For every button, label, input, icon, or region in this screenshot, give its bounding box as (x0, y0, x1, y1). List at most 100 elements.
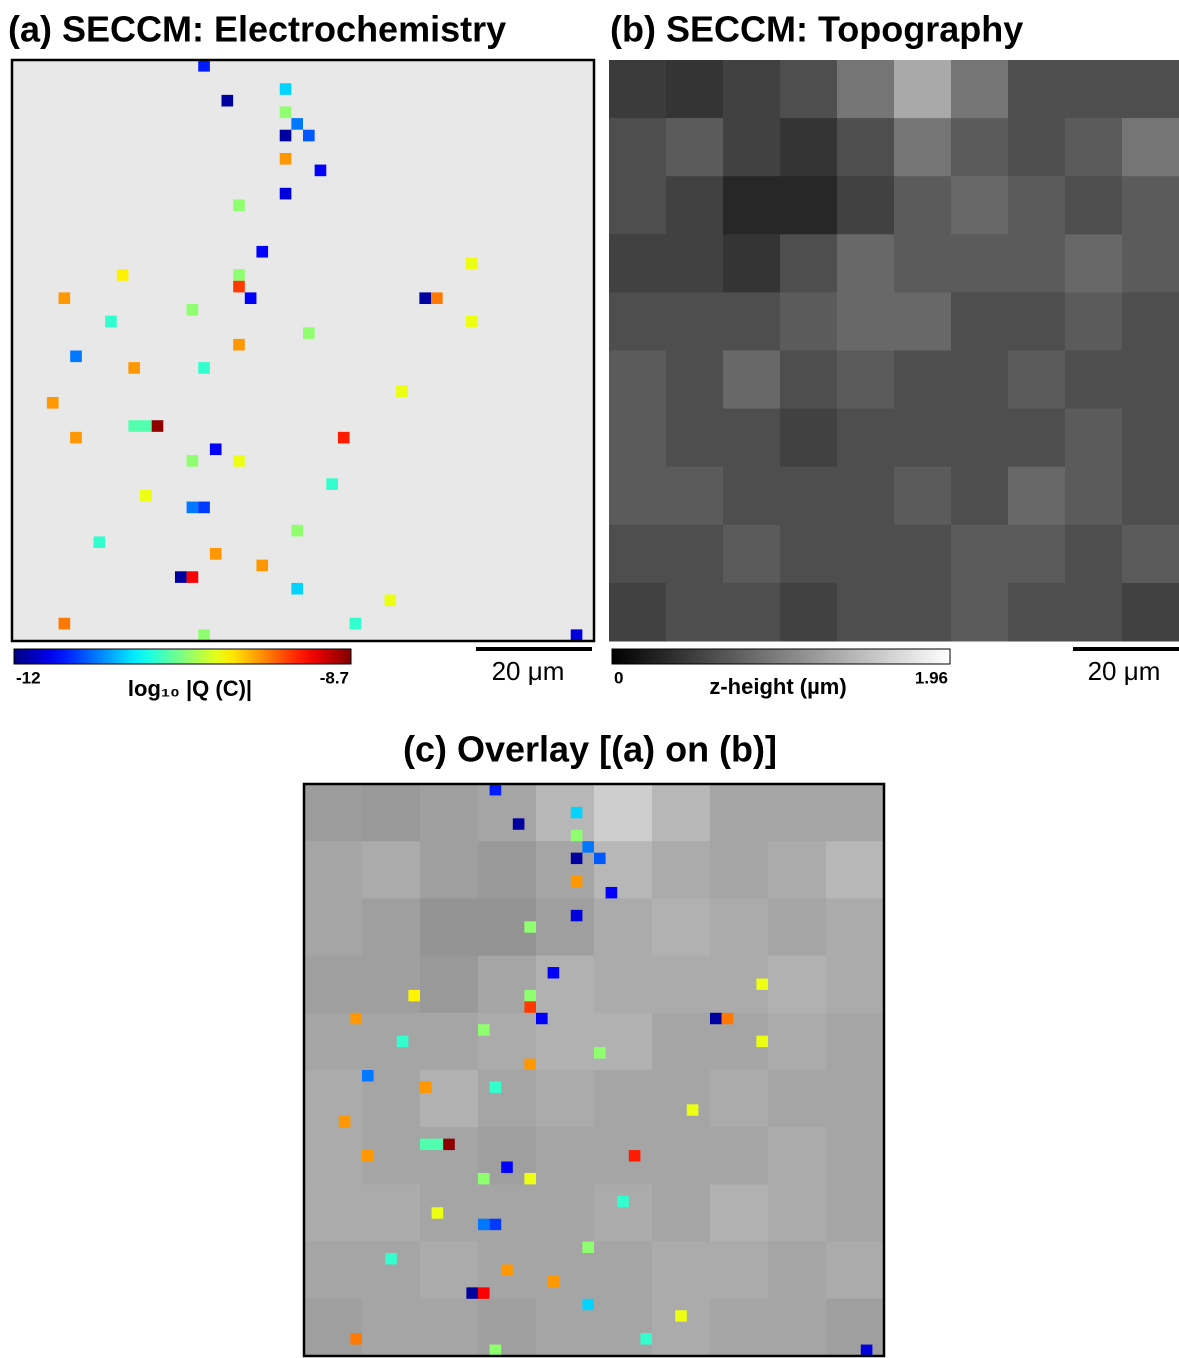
height-cell (1008, 525, 1066, 584)
height-cell (780, 118, 838, 177)
height-cell (304, 1070, 363, 1128)
height-cell (536, 1127, 595, 1185)
height-cell (826, 1127, 885, 1185)
charge-pixel (524, 921, 536, 932)
height-cell (536, 1184, 595, 1242)
charge-pixel (582, 841, 594, 852)
height-cell (304, 898, 363, 956)
colorbar-tick-label: -8.7 (320, 668, 349, 687)
height-cell (609, 234, 667, 293)
height-cell (894, 118, 952, 177)
charge-pixel (105, 316, 117, 328)
charge-pixel (198, 629, 210, 641)
height-cell (768, 841, 827, 899)
height-cell (837, 525, 895, 584)
charge-pixel (548, 1276, 560, 1287)
charge-pixel (350, 618, 362, 630)
height-cell (420, 956, 479, 1014)
height-cell (768, 784, 827, 842)
height-cell (478, 1184, 537, 1242)
height-cell (723, 409, 781, 468)
height-cell (826, 956, 885, 1014)
height-cell (780, 176, 838, 235)
height-cell (609, 467, 667, 526)
height-cell (1065, 467, 1123, 526)
height-cell (768, 1299, 827, 1357)
charge-pixel (256, 560, 268, 572)
height-cell (1008, 467, 1066, 526)
height-cell (609, 583, 667, 642)
charge-pixel (490, 1345, 502, 1356)
charge-pixel (582, 1242, 594, 1253)
height-cell (710, 1299, 769, 1357)
charge-pixel (315, 165, 327, 177)
charge-pixel (571, 876, 583, 887)
height-cell (723, 60, 781, 119)
charge-pixel (280, 130, 292, 142)
height-cell (304, 956, 363, 1014)
height-cell (1122, 176, 1179, 235)
height-cell (1008, 292, 1066, 351)
height-cell (894, 583, 952, 642)
height-cell (951, 118, 1009, 177)
height-cell (478, 1070, 537, 1128)
height-cell (609, 292, 667, 351)
height-cell (1122, 60, 1179, 119)
height-cell (894, 292, 952, 351)
height-cell (768, 898, 827, 956)
height-cell (894, 234, 952, 293)
height-cell (594, 1070, 653, 1128)
height-cell (780, 583, 838, 642)
charge-pixel (187, 455, 199, 467)
charge-pixel (187, 304, 199, 316)
height-cell (837, 351, 895, 410)
charge-pixel (420, 1081, 432, 1092)
height-cell (1065, 409, 1123, 468)
charge-pixel (420, 1139, 432, 1150)
charge-pixel (722, 1013, 734, 1024)
charge-pixel (362, 1150, 374, 1161)
height-cell (826, 841, 885, 899)
charge-pixel (443, 1139, 455, 1150)
height-cell (1122, 118, 1179, 177)
height-cell (304, 784, 363, 842)
height-cell (536, 1070, 595, 1128)
height-cell (652, 1070, 711, 1128)
charge-pixel (222, 95, 234, 107)
charge-pixel (548, 967, 560, 978)
charge-pixel (466, 258, 478, 270)
height-cell (1122, 292, 1179, 351)
charge-pixel (233, 269, 245, 281)
height-cell (837, 118, 895, 177)
height-cell (951, 60, 1009, 119)
height-cell (780, 234, 838, 293)
height-cell (951, 467, 1009, 526)
charge-pixel (245, 292, 257, 304)
height-cell (652, 898, 711, 956)
height-cell (666, 176, 724, 235)
charge-pixel (93, 536, 105, 548)
height-cell (652, 1013, 711, 1071)
height-cell (594, 841, 653, 899)
charge-pixel (70, 432, 82, 444)
charge-pixel (524, 990, 536, 1001)
height-cell (609, 351, 667, 410)
charge-pixel (501, 1264, 513, 1275)
height-cell (478, 784, 537, 842)
height-cell (723, 525, 781, 584)
charge-pixel (175, 571, 187, 583)
charge-pixel (338, 432, 350, 444)
charge-pixel (362, 1070, 374, 1081)
charge-pixel (490, 784, 502, 795)
height-cell (723, 234, 781, 293)
charge-pixel (303, 130, 315, 142)
height-cell (951, 409, 1009, 468)
height-cell (837, 234, 895, 293)
height-cell (826, 784, 885, 842)
panel-title: (c) Overlay [(a) on (b)] (403, 729, 777, 770)
height-cell (420, 784, 479, 842)
charge-pixel (233, 455, 245, 467)
height-cell (478, 1299, 537, 1357)
height-cell (768, 1127, 827, 1185)
charge-pixel (117, 269, 129, 281)
